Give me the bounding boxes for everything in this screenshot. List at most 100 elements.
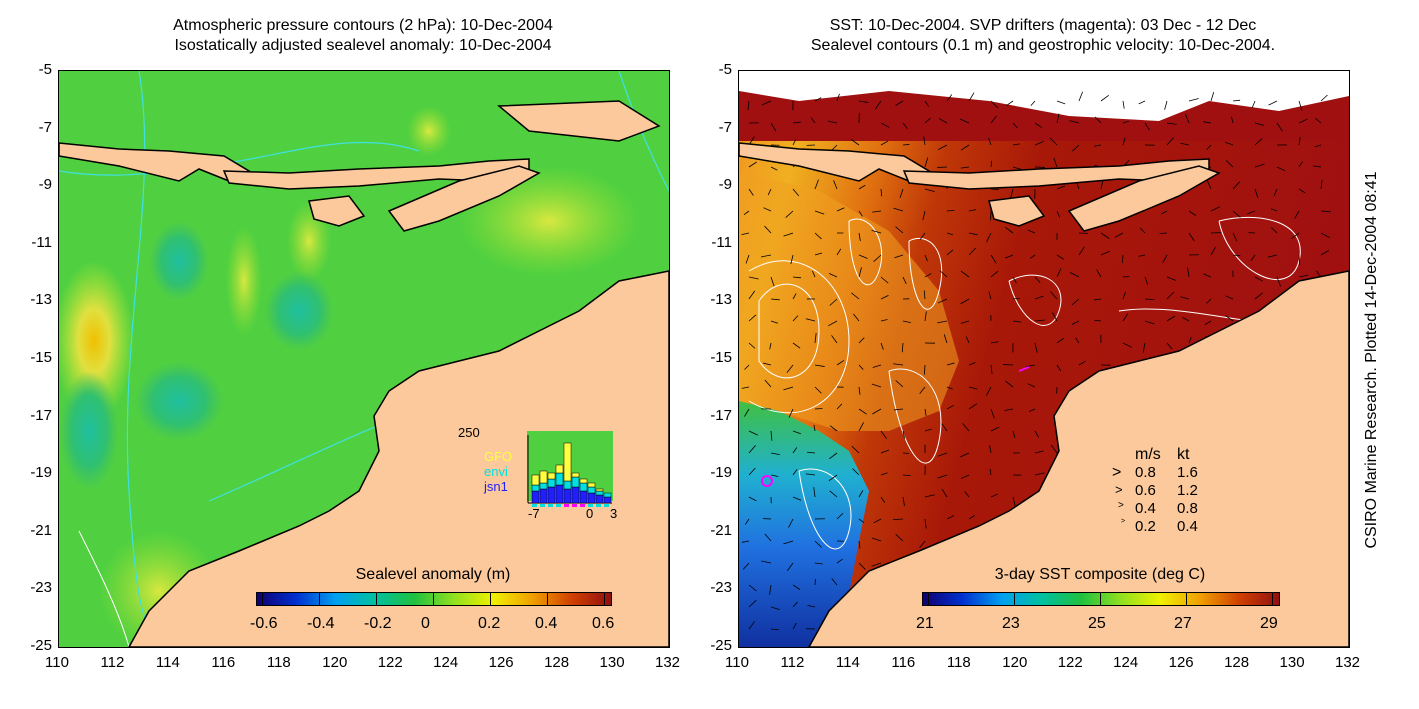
velocity-arrow xyxy=(748,599,757,608)
velocity-legend-ms-header: m/s xyxy=(1135,446,1161,463)
left-colorbar-tick-mark xyxy=(433,592,434,606)
inset-histogram-bar xyxy=(571,476,580,488)
velocity-arrow xyxy=(1276,166,1286,172)
velocity-arrow xyxy=(814,562,823,565)
velocity-arrow xyxy=(1166,291,1175,300)
right-colorbar-tick-label: 23 xyxy=(1002,615,1020,632)
inset-histogram-bar xyxy=(603,492,612,498)
velocity-arrow xyxy=(871,383,882,388)
velocity-arrow xyxy=(1100,94,1109,102)
negative-anomaly-blob xyxy=(59,371,119,491)
velocity-arrow xyxy=(1122,100,1125,109)
velocity-arrow xyxy=(858,184,866,190)
velocity-arrow xyxy=(1298,136,1301,146)
sealevel-contour xyxy=(848,218,883,286)
velocity-arrow xyxy=(831,578,838,586)
velocity-arrow xyxy=(1180,296,1190,300)
velocity-arrow xyxy=(850,139,860,146)
velocity-arrow xyxy=(990,493,999,498)
inset-histogram-bar xyxy=(595,488,604,492)
velocity-arrow xyxy=(852,468,860,476)
sst-map-svg xyxy=(739,71,1349,647)
inset-histogram-bar xyxy=(579,478,588,484)
velocity-arrow xyxy=(1122,137,1126,146)
inset-histogram-bar xyxy=(595,494,604,504)
inset-histogram-bar xyxy=(531,474,540,486)
right-lat-tick: -15 xyxy=(710,349,732,366)
right-lon-tick: 124 xyxy=(1113,654,1139,671)
inset-histogram-bar xyxy=(555,472,564,486)
velocity-arrow xyxy=(763,362,772,366)
sealevel-map-svg xyxy=(59,71,669,647)
velocity-arrow xyxy=(872,364,882,368)
velocity-arrow xyxy=(1290,232,1300,240)
inset-xtick-label: 0 xyxy=(586,506,594,521)
velocity-arrow xyxy=(1225,160,1234,168)
right-panel-title: SST: 10-Dec-2004. SVP drifters (magenta)… xyxy=(738,16,1348,56)
velocity-arrow xyxy=(805,473,816,476)
velocity-arrow xyxy=(872,210,882,213)
inset-histogram-bar xyxy=(555,484,564,504)
inset-histogram-bar xyxy=(563,488,572,504)
velocity-arrow xyxy=(810,117,816,124)
velocity-arrow xyxy=(1298,118,1308,124)
right-lat-tick: -13 xyxy=(710,291,732,309)
velocity-arrow xyxy=(1254,276,1263,282)
inset-time-marker xyxy=(572,504,577,507)
velocity-arrow xyxy=(1100,180,1104,190)
velocity-arrow xyxy=(783,540,794,545)
velocity-arrow xyxy=(990,364,993,375)
velocity-arrow xyxy=(741,232,750,236)
velocity-arrow xyxy=(880,319,888,322)
velocity-arrow xyxy=(814,232,822,240)
inset-histogram-bar xyxy=(531,490,540,504)
velocity-arrow xyxy=(770,474,779,477)
velocity-arrow xyxy=(1298,254,1301,265)
velocity-arrow xyxy=(792,430,801,435)
velocity-arrow xyxy=(792,584,801,590)
velocity-arrow xyxy=(1100,250,1111,256)
left-lon-tick: 130 xyxy=(599,654,625,671)
right-lon-tick: 130 xyxy=(1279,654,1305,671)
velocity-arrow xyxy=(829,490,838,498)
velocity-arrow xyxy=(770,452,780,455)
velocity-arrow xyxy=(894,254,904,259)
velocity-arrow xyxy=(1270,208,1278,212)
velocity-arrow xyxy=(1012,496,1016,507)
left-lon-tick: 110 xyxy=(45,654,69,671)
right-colorbar-tick-mark xyxy=(1272,592,1273,606)
right-colorbar-tick-label: 25 xyxy=(1088,615,1106,632)
velocity-arrow xyxy=(770,320,779,324)
velocity-arrow xyxy=(1142,342,1146,353)
velocity-arrow xyxy=(895,226,904,234)
velocity-arrow xyxy=(1320,232,1330,238)
velocity-arrow xyxy=(1225,315,1234,322)
velocity-arrow xyxy=(1069,272,1080,278)
velocity-arrow xyxy=(836,93,840,102)
velocity-arrow xyxy=(1232,181,1241,190)
velocity-arrow xyxy=(1096,269,1102,278)
velocity-arrow xyxy=(1053,157,1058,168)
velocity-arrow xyxy=(836,558,843,564)
left-title-line1: Atmospheric pressure contours (2 hPa): 1… xyxy=(173,17,553,34)
right-title-line1: SST: 10-Dec-2004. SVP drifters (magenta)… xyxy=(829,17,1257,34)
inset-bars xyxy=(531,442,612,504)
velocity-arrow xyxy=(1005,380,1014,388)
velocity-arrow xyxy=(960,166,970,169)
velocity-arrow xyxy=(1012,297,1020,300)
velocity-arrow xyxy=(828,120,838,124)
velocity-arrow xyxy=(1188,98,1199,102)
left-lat-tick: -7 xyxy=(38,118,52,136)
velocity-arrow xyxy=(1094,116,1102,124)
inset-histogram-bar xyxy=(531,484,540,492)
velocity-arrow xyxy=(946,362,955,366)
left-colorbar-label: Sealevel anomaly (m) xyxy=(355,566,511,583)
velocity-legend-arrow: > xyxy=(1121,518,1126,525)
velocity-arrow xyxy=(1071,298,1080,306)
pressure-contour xyxy=(618,71,669,192)
velocity-legend-ms: 0.2 xyxy=(1135,518,1156,535)
velocity-arrow xyxy=(901,342,904,353)
velocity-arrow xyxy=(1254,122,1264,126)
inset-tick-marks xyxy=(532,504,609,507)
velocity-arrow xyxy=(1161,210,1168,215)
